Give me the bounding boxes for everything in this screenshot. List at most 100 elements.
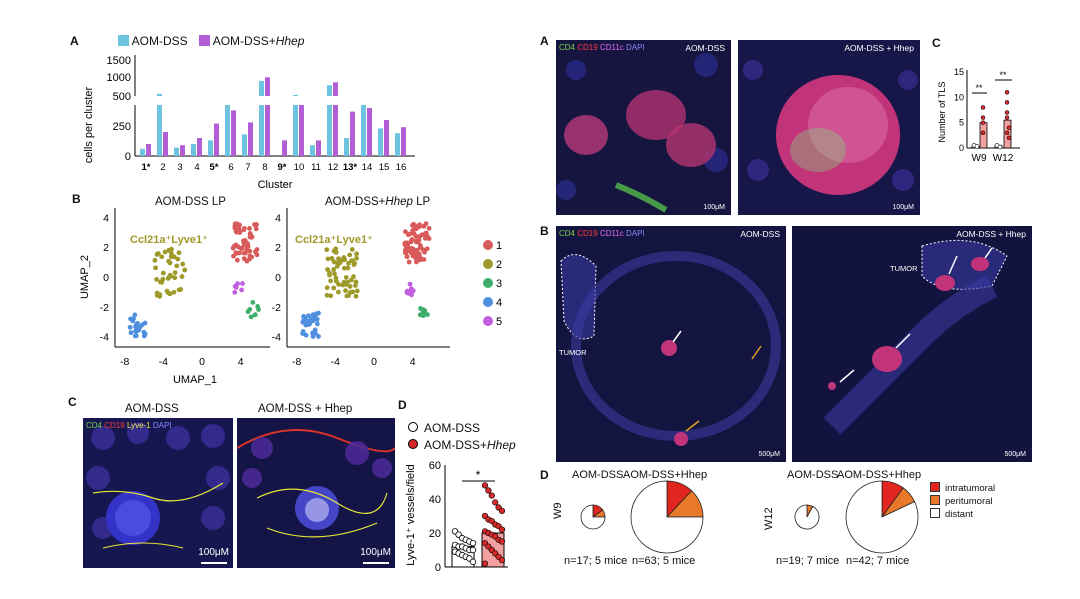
left-a-xlabel: Cluster xyxy=(258,179,293,191)
right-a-title-right: AOM-DSS + Hhep xyxy=(844,43,914,53)
umap-point xyxy=(242,225,247,231)
right-a-scale-left: 100μM xyxy=(703,204,725,211)
left-c-scale-right: 100μM xyxy=(360,547,391,558)
point-hhep xyxy=(481,560,489,567)
right-b-tumor-right: TUMOR xyxy=(890,264,918,273)
bar xyxy=(259,105,264,156)
bar xyxy=(157,105,162,156)
umap-point xyxy=(348,277,354,283)
bar xyxy=(214,123,219,156)
xtick: -8 xyxy=(292,356,301,368)
umap-point xyxy=(316,310,321,316)
umap-point xyxy=(250,300,256,305)
xtick: 4 xyxy=(194,162,199,173)
ytick: 1500 xyxy=(107,55,131,67)
xtick: 2 xyxy=(160,162,165,173)
bar xyxy=(293,105,298,156)
umap-point xyxy=(404,254,410,259)
right-a-scale-right: 100μM xyxy=(892,204,914,211)
umap-point xyxy=(354,288,360,294)
xtick: 11 xyxy=(311,162,321,173)
w9-right-title: AOM-DSS+Hhep xyxy=(623,469,708,481)
umap-point xyxy=(159,254,165,260)
point-hhep xyxy=(1006,135,1012,141)
umap-point xyxy=(252,222,257,228)
umap-point xyxy=(334,263,340,269)
right-b-micrograph-aom: CD4 CD19 CD11c DAPI AOM-DSS TUMOR 500μM xyxy=(556,226,786,462)
left-b-umap: UMAP_2 4 4 2 2 0 0 -2 -2 -4 -4 -8 -8 -4 -4 0 0 4 4 Ccl21… xyxy=(79,208,502,386)
xtick: 3 xyxy=(177,162,182,173)
umap-point xyxy=(248,232,254,238)
xtick: 16 xyxy=(396,162,407,173)
right-c-bars xyxy=(971,90,1012,150)
umap-point xyxy=(324,285,330,291)
umap-legend: 1 2 3 4 5 xyxy=(483,240,502,328)
umap-point xyxy=(256,307,261,312)
umap-point xyxy=(306,313,311,319)
umap-point xyxy=(182,267,188,273)
xtick: 12 xyxy=(328,162,339,173)
right-c-sig-w9: ** xyxy=(975,83,983,93)
umap-point xyxy=(413,238,419,244)
umap-point xyxy=(139,322,145,328)
point-hhep xyxy=(980,120,986,125)
umap-point xyxy=(412,248,418,254)
legend-dot xyxy=(483,297,493,307)
w12-left-title: AOM-DSS xyxy=(787,469,839,481)
umap-point xyxy=(154,277,160,282)
ytick: 500 xyxy=(113,91,131,103)
ytick: -4 xyxy=(272,332,281,344)
umap-point xyxy=(253,249,258,255)
umap-point xyxy=(353,283,358,288)
point-hhep xyxy=(1006,125,1012,130)
point-hhep xyxy=(488,492,495,499)
umap-point xyxy=(331,267,337,272)
bar xyxy=(344,138,349,156)
left-c-channels: CD4 CD19 Lyve-1 DAPI xyxy=(86,421,172,430)
legend-label: 4 xyxy=(496,297,502,309)
umap-point xyxy=(253,226,259,232)
umap-point xyxy=(252,312,258,318)
umap-point xyxy=(423,221,429,227)
left-c-title-right: AOM-DSS + Hhep xyxy=(258,403,353,415)
umap-point xyxy=(343,275,349,280)
bar xyxy=(248,122,253,156)
left-c-micrograph-hhep: 100μM xyxy=(237,418,395,568)
xtick: 10 xyxy=(294,162,305,173)
scale-bar xyxy=(201,562,227,564)
legend-label: 2 xyxy=(496,259,502,271)
umap-point xyxy=(334,278,339,284)
umap-point xyxy=(425,312,430,317)
umap-point xyxy=(353,293,359,299)
legend-hhep: AOM-DSS+Hhep xyxy=(212,34,305,48)
point-hhep xyxy=(498,507,506,515)
w12-right-n: n=42; 7 mice xyxy=(846,555,910,567)
point-hhep xyxy=(1004,110,1010,115)
umap-points-left xyxy=(127,221,261,339)
ytick: 4 xyxy=(103,212,109,224)
right-b-channels: CD4 CD19 CD11c DAPI xyxy=(559,229,645,238)
ytick: 10 xyxy=(954,92,964,102)
left-b-title-left: AOM-DSS LP xyxy=(155,196,226,208)
right-b-scale-left: 500μM xyxy=(758,451,780,458)
ytick: 15 xyxy=(954,67,964,77)
umap-point xyxy=(239,287,245,293)
w12-right-title: AOM-DSS+Hhep xyxy=(837,469,922,481)
umap-point xyxy=(343,288,348,294)
umap-point xyxy=(336,256,341,262)
ytick: 60 xyxy=(429,460,441,472)
ytick: 0 xyxy=(125,151,131,163)
umap-point xyxy=(153,265,158,271)
umap-point xyxy=(172,275,178,281)
bar xyxy=(140,148,145,156)
panel-letter-left-c: C xyxy=(68,395,77,409)
right-d-pies xyxy=(580,480,919,554)
right-a-title-left: AOM-DSS xyxy=(685,43,725,53)
xtick: 9* xyxy=(278,162,287,173)
bar xyxy=(242,134,247,156)
ytick: -2 xyxy=(100,302,109,314)
left-d-ylabel: Lyve-1⁺ vessels/field xyxy=(405,464,417,565)
panel-letter-left-a: A xyxy=(70,34,79,48)
right-c-ylabel: Number of TLS xyxy=(937,82,947,143)
point-hhep xyxy=(980,105,986,110)
